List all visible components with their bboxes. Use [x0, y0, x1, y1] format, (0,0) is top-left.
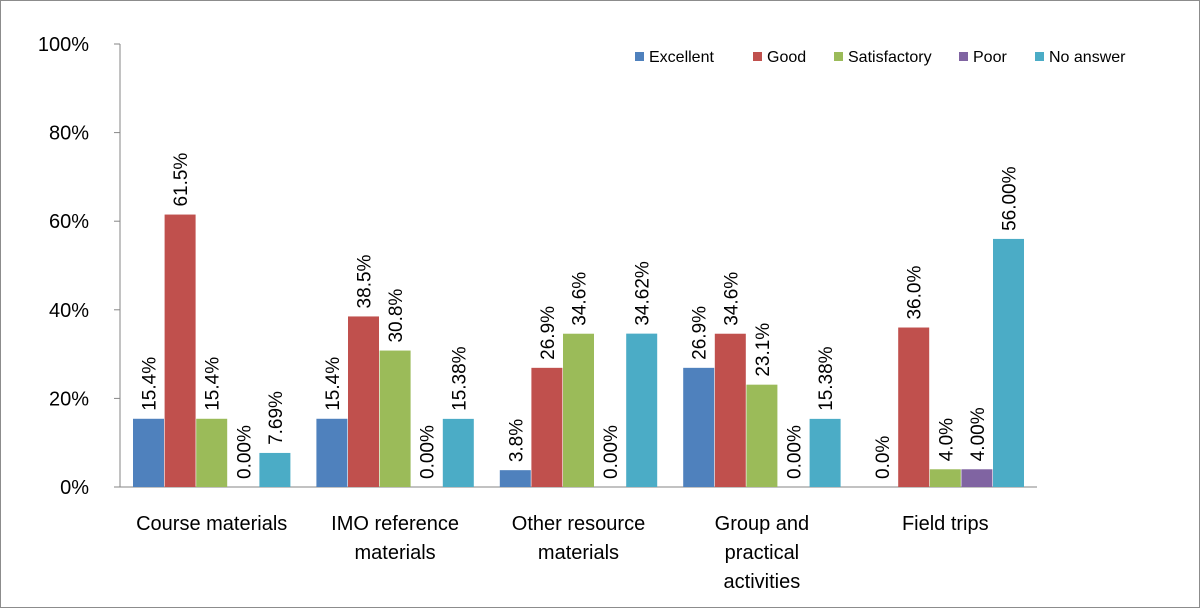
bar-no-answer: [442, 418, 474, 487]
category-label: Course materials: [136, 513, 287, 535]
data-label: 0.0%: [873, 436, 894, 479]
data-label: 23.1%: [753, 323, 774, 377]
bar-poor: [961, 469, 993, 487]
data-label: 15.4%: [203, 357, 224, 411]
legend-swatch-satisfactory: [834, 52, 843, 61]
bar-good: [531, 367, 563, 487]
bar-no-answer: [993, 238, 1024, 487]
category-label: Field trips: [902, 513, 989, 535]
legend: Excellent Good Satisfactory Poor No answer: [635, 49, 1126, 66]
x-axis-labels: Course materials IMO reference materials Ot…: [136, 513, 989, 593]
bars: [133, 214, 1024, 487]
y-tick-label: 60%: [49, 211, 89, 233]
data-label: 26.9%: [538, 306, 559, 360]
data-label: 4.0%: [936, 418, 957, 461]
bar-satisfactory: [563, 333, 594, 487]
data-label: 56.00%: [1000, 166, 1021, 231]
y-tick-label: 100%: [38, 34, 89, 56]
data-label: 15.38%: [816, 346, 837, 411]
legend-label: No answer: [1049, 49, 1126, 66]
bar-good: [898, 327, 930, 487]
y-tick-label: 0%: [60, 477, 89, 499]
data-label: 15.4%: [323, 357, 344, 411]
bar-satisfactory: [379, 350, 411, 487]
data-label: 0.00%: [418, 425, 439, 479]
bar-good: [164, 214, 196, 487]
legend-swatch-no-answer: [1035, 52, 1044, 61]
category-label: Group and: [715, 513, 810, 535]
category-label: practical: [725, 542, 799, 564]
legend-swatch-poor: [959, 52, 968, 61]
category-label: materials: [538, 542, 619, 564]
legend-label: Satisfactory: [848, 49, 932, 66]
data-label: 34.6%: [721, 272, 742, 326]
legend-swatch-good: [753, 52, 762, 61]
category-label: activities: [724, 571, 801, 593]
y-tick-label: 20%: [49, 388, 89, 410]
bar-no-answer: [259, 452, 291, 487]
data-label: 15.38%: [449, 346, 470, 411]
bar-satisfactory: [196, 418, 228, 487]
legend-label: Excellent: [649, 49, 714, 66]
data-label: 38.5%: [355, 254, 376, 308]
bar-excellent: [133, 418, 164, 487]
data-label: 3.8%: [506, 419, 527, 462]
data-label: 26.9%: [690, 306, 711, 360]
bar-good: [714, 333, 746, 487]
legend-swatch-excellent: [635, 52, 644, 61]
data-label: 4.00%: [968, 407, 989, 461]
data-label: 61.5%: [171, 153, 192, 207]
data-label: 0.00%: [601, 425, 622, 479]
data-label: 34.62%: [633, 261, 654, 326]
legend-label: Poor: [973, 49, 1007, 66]
data-label: 15.4%: [140, 357, 161, 411]
bar-no-answer: [809, 418, 841, 487]
data-label: 36.0%: [905, 266, 926, 320]
data-labels: 15.4% 61.5% 15.4% 0.00% 7.69% 15.4% 38.5% 30.8%…: [140, 153, 1021, 479]
data-label: 0.00%: [234, 425, 255, 479]
y-axis-ticks: 0% 20% 40% 60% 80% 100%: [38, 34, 120, 499]
data-label: 0.00%: [785, 425, 806, 479]
data-label: 34.6%: [570, 272, 591, 326]
legend-label: Good: [767, 49, 806, 66]
bar-excellent: [316, 418, 348, 487]
category-label: Other resource: [512, 513, 645, 535]
bar-excellent: [683, 367, 715, 487]
y-tick-label: 40%: [49, 300, 89, 322]
category-label: IMO reference: [331, 513, 459, 535]
category-label: materials: [355, 542, 436, 564]
y-tick-label: 80%: [49, 123, 89, 145]
data-label: 7.69%: [266, 391, 287, 445]
bar-excellent: [499, 470, 531, 487]
bar-no-answer: [626, 333, 658, 487]
data-label: 30.8%: [386, 289, 407, 343]
bar-good: [348, 316, 379, 487]
bar-satisfactory: [929, 469, 961, 487]
bar-satisfactory: [746, 384, 778, 487]
